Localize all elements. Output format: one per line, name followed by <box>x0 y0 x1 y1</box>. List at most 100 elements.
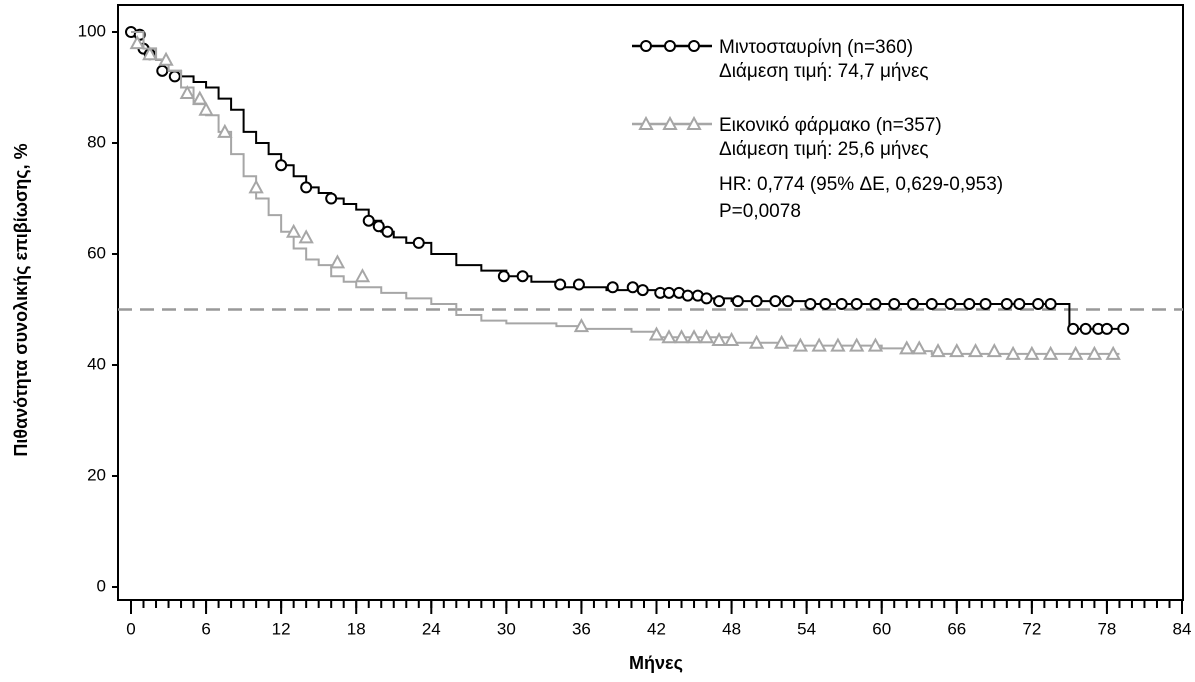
x-tick-label: 24 <box>422 619 441 638</box>
censor-marker <box>248 179 264 194</box>
censor-marker <box>835 297 848 310</box>
legend-marker <box>664 40 676 52</box>
censor-marker <box>192 90 208 105</box>
censor-marker <box>750 295 763 308</box>
censor-marker <box>967 343 984 358</box>
x-axis-label: Μήνες <box>629 653 683 673</box>
censor-marker <box>1079 322 1092 335</box>
y-tick-label: 60 <box>87 243 106 262</box>
censor-marker <box>944 297 957 310</box>
y-tick-label: 0 <box>97 576 106 595</box>
censor-marker <box>158 51 174 66</box>
censor-marker <box>850 297 863 310</box>
censor-marker <box>723 331 740 347</box>
censor-marker <box>869 297 882 310</box>
censor-marker <box>1005 345 1021 360</box>
x-tick-label: 84 <box>1173 619 1192 638</box>
x-tick-label: 12 <box>272 619 291 638</box>
legend-marker <box>688 40 700 52</box>
censor-marker <box>1117 322 1130 335</box>
censor-marker <box>275 159 288 172</box>
censor-marker <box>930 343 946 358</box>
censor-marker <box>773 334 790 349</box>
censor-marker <box>142 46 158 61</box>
censor-marker <box>179 84 195 100</box>
censor-marker <box>792 337 809 352</box>
y-axis-label: Πιθανότητα συνολικής επιβίωσης, % <box>11 143 31 456</box>
censor-marker <box>986 343 1003 358</box>
censor-marker <box>819 297 832 310</box>
legend-note: Διάμεση τιμή: 74,7 μήνες <box>719 61 929 82</box>
censor-marker <box>867 337 884 352</box>
x-tick-label: 6 <box>201 619 210 638</box>
censor-marker <box>811 337 827 352</box>
legend-marker <box>638 115 654 130</box>
censor-marker <box>300 181 313 194</box>
censor-marker <box>949 343 965 358</box>
censor-marker <box>673 329 690 344</box>
censor-marker <box>899 340 915 355</box>
x-tick-label: 30 <box>497 619 516 638</box>
censor-marker <box>1042 345 1059 360</box>
censor-marker <box>217 123 233 138</box>
censor-marker <box>554 278 567 291</box>
y-tick-label: 100 <box>78 21 106 40</box>
censor-marker <box>769 295 782 308</box>
censor-marker <box>285 223 302 238</box>
legend-label: Εικονικό φάρμακο (n=357) <box>719 115 942 136</box>
censor-marker <box>1067 322 1080 335</box>
censor-marker <box>700 292 713 305</box>
censor-marker <box>663 286 676 299</box>
x-tick-label: 66 <box>947 619 966 638</box>
censor-marker <box>572 278 585 291</box>
censor-marker <box>698 329 715 344</box>
y-tick-label: 40 <box>87 354 106 373</box>
censor-marker <box>963 297 976 310</box>
censor-marker <box>906 297 919 310</box>
x-tick-label: 54 <box>797 619 816 638</box>
hr-annotation: HR: 0,774 (95% ΔΕ, 0,629-0,953) <box>719 174 1003 195</box>
x-tick-label: 36 <box>572 619 591 638</box>
censor-marker <box>626 281 639 294</box>
censor-marker <box>129 35 145 50</box>
censor-marker <box>412 236 425 249</box>
censor-marker <box>781 295 794 308</box>
censor-marker <box>849 337 865 352</box>
legend-marker <box>640 40 652 52</box>
p-annotation: P=0,0078 <box>719 201 801 222</box>
censor-marker <box>606 281 619 294</box>
censor-marker <box>198 101 214 116</box>
censor-marker <box>573 318 590 333</box>
legend-marker <box>686 115 702 130</box>
x-tick-label: 0 <box>126 619 135 638</box>
x-tick-label: 18 <box>347 619 366 638</box>
censor-marker <box>168 70 181 83</box>
censor-marker <box>497 270 510 283</box>
y-tick-label: 20 <box>87 465 106 484</box>
censor-marker <box>516 270 529 283</box>
censor-marker <box>911 340 927 355</box>
censor-marker <box>681 289 694 302</box>
censor-marker <box>925 297 938 310</box>
censor-marker <box>731 295 744 308</box>
censor-marker <box>362 214 375 227</box>
x-tick-label: 42 <box>647 619 666 638</box>
censor-marker <box>1086 345 1103 360</box>
censor-marker <box>748 334 765 349</box>
legend-note: Διάμεση τιμή: 25,6 μήνες <box>719 139 929 160</box>
censor-marker <box>1105 345 1121 360</box>
censor-marker <box>1013 297 1026 310</box>
censor-marker <box>156 64 169 77</box>
censor-marker <box>830 337 846 352</box>
censor-marker <box>1067 345 1084 360</box>
censor-marker <box>298 229 314 244</box>
legend-label: Μιντοσταυρίνη (n=360) <box>719 37 913 58</box>
censor-marker <box>686 329 702 344</box>
censor-marker <box>661 329 677 344</box>
censor-marker <box>804 297 817 310</box>
censor-marker <box>329 254 346 269</box>
censor-marker <box>979 297 992 310</box>
censor-marker <box>1032 297 1045 310</box>
